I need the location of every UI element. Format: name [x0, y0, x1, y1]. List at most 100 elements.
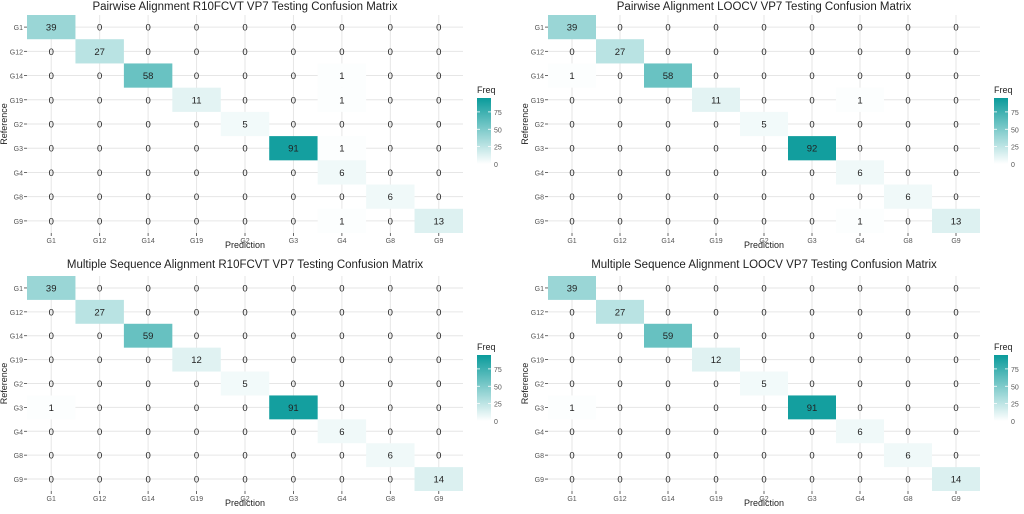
cell-value-label: 0: [388, 403, 393, 414]
cell-value-label: 0: [665, 120, 670, 131]
cell-value-label: 0: [857, 283, 862, 294]
cell-value-label: 0: [339, 451, 344, 462]
cell-value-label: 0: [242, 95, 247, 106]
cell-value-label: 27: [615, 307, 626, 318]
heatmap-cell: [836, 160, 884, 185]
cell-value-label: 0: [761, 216, 766, 227]
cell-value-label: 0: [761, 451, 766, 462]
chart-title: Multiple Sequence Alignment R10FCVT VP7 …: [67, 259, 424, 271]
heatmap-cell: [836, 419, 884, 444]
legend-tick-label: 50: [494, 384, 502, 391]
y-axis-label: Reference: [520, 103, 530, 145]
cell-value-label: 0: [388, 144, 393, 155]
x-tick-label: G9: [434, 238, 443, 245]
cell-value-label: 0: [242, 475, 247, 486]
heatmap-cell: [414, 467, 463, 491]
cell-value-label: 0: [713, 475, 718, 486]
cell-value-label: 59: [143, 331, 154, 342]
x-tick-label: G1: [47, 496, 56, 503]
cell-value-label: 0: [953, 23, 958, 34]
cell-value-label: 0: [761, 71, 766, 82]
cell-value-label: 0: [857, 23, 862, 34]
cell-value-label: 13: [951, 216, 962, 227]
cell-value-label: 0: [97, 475, 102, 486]
cell-value-label: 0: [809, 451, 814, 462]
cell-value-label: 0: [905, 23, 910, 34]
cell-value-label: 1: [339, 144, 344, 155]
cell-value-label: 0: [436, 451, 441, 462]
heatmap-cell: [123, 323, 173, 348]
cell-value-label: 0: [436, 355, 441, 366]
cell-value-label: 0: [617, 120, 622, 131]
cell-value-label: 0: [761, 355, 766, 366]
cell-value-label: 27: [615, 47, 626, 58]
cell-value-label: 0: [194, 120, 199, 131]
cell-value-label: 0: [49, 427, 54, 438]
cell-value-label: 0: [49, 192, 54, 203]
legend-tick-label: 25: [494, 145, 502, 152]
cell-value-label: 58: [663, 71, 674, 82]
y-axis-label: Reference: [0, 363, 9, 405]
cell-value-label: 0: [145, 283, 150, 294]
legend-title: Freq: [477, 85, 496, 95]
y-tick-label: G12: [10, 49, 23, 56]
cell-value-label: 0: [97, 192, 102, 203]
cell-value-label: 0: [617, 168, 622, 179]
heatmap-cell: [220, 111, 270, 137]
cell-value-label: 0: [145, 475, 150, 486]
y-tick-label: G8: [14, 453, 23, 460]
x-tick-label: G1: [567, 496, 576, 503]
y-axis-label: Reference: [0, 103, 9, 145]
y-tick-label: G2: [535, 382, 544, 389]
freq-legend: Freq 0 25 50 75: [994, 85, 1019, 169]
cell-value-label: 0: [436, 95, 441, 106]
cell-value-label: 0: [569, 475, 574, 486]
cell-value-label: 1: [339, 71, 344, 82]
cell-value-label: 5: [242, 379, 247, 390]
cell-value-label: 0: [905, 216, 910, 227]
x-tick-label: G14: [661, 238, 674, 245]
x-tick-label: G3: [289, 496, 298, 503]
cell-value-label: 0: [388, 168, 393, 179]
cell-value-label: 0: [436, 331, 441, 342]
cell-value-label: 0: [145, 451, 150, 462]
cell-value-label: 0: [761, 95, 766, 106]
cell-value-label: 0: [809, 47, 814, 58]
cell-value-label: 0: [665, 403, 670, 414]
y-tick-label: G4: [535, 170, 544, 177]
cell-value-label: 0: [809, 216, 814, 227]
cell-value-label: 0: [97, 331, 102, 342]
x-tick-label: G4: [337, 238, 346, 245]
cell-value-label: 0: [665, 144, 670, 155]
cell-value-label: 0: [761, 144, 766, 155]
cell-value-label: 0: [388, 331, 393, 342]
cell-value-label: 0: [665, 283, 670, 294]
chart-title: Multiple Sequence Alignment LOOCV VP7 Te…: [591, 259, 937, 271]
heatmap-cell: [172, 87, 221, 112]
cell-value-label: 0: [905, 403, 910, 414]
cell-value-label: 0: [569, 120, 574, 131]
legend-tick-label: 0: [1011, 162, 1015, 169]
heatmap-cell: [317, 419, 367, 444]
x-axis-label: Prediction: [225, 498, 265, 508]
cell-value-label: 0: [857, 355, 862, 366]
x-tick-label: G1: [47, 238, 56, 245]
cell-value-label: 0: [713, 451, 718, 462]
heatmap-cell: [692, 87, 740, 112]
cell-value-label: 0: [569, 307, 574, 318]
heatmap-cell: [269, 395, 318, 420]
cell-value-label: 0: [388, 379, 393, 390]
y-tick-label: G3: [535, 405, 544, 412]
legend-tick-label: 50: [494, 127, 502, 134]
cell-value-label: 0: [49, 307, 54, 318]
y-tick-label: G19: [531, 358, 544, 365]
cell-value-label: 0: [617, 216, 622, 227]
cell-value-label: 0: [617, 475, 622, 486]
cell-value-label: 0: [761, 168, 766, 179]
cell-value-label: 0: [665, 379, 670, 390]
heatmap-cell: [548, 15, 596, 40]
cell-value-label: 6: [388, 192, 393, 203]
x-tick-label: G19: [709, 238, 722, 245]
cell-value-label: 0: [242, 283, 247, 294]
cell-value-label: 0: [242, 307, 247, 318]
